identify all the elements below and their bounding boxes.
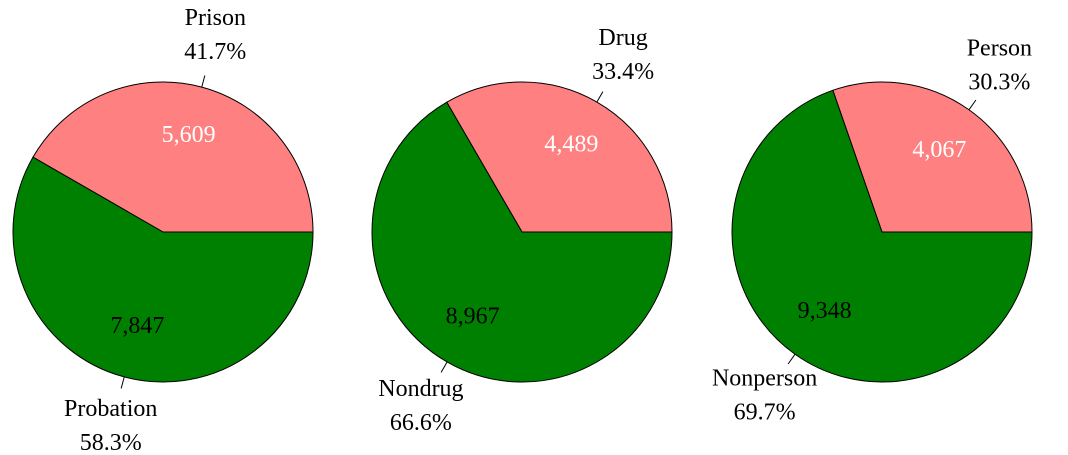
pie-slice <box>446 81 673 233</box>
value-label: 7,847 <box>110 313 164 339</box>
percent-label: 69.7% <box>734 400 796 426</box>
percent-label: 41.7% <box>184 39 246 65</box>
leader-line <box>440 361 448 373</box>
value-label: 5,609 <box>162 122 216 148</box>
percent-label: 58.3% <box>80 430 142 455</box>
leader-line <box>968 99 977 111</box>
value-label: 4,067 <box>912 137 966 163</box>
percent-label: 33.4% <box>592 59 654 85</box>
leader-line <box>120 376 125 389</box>
value-label: 9,348 <box>798 298 852 324</box>
category-label: Probation <box>64 396 157 422</box>
value-label: 4,489 <box>544 132 598 158</box>
category-label: Nonperson <box>712 366 817 392</box>
category-label: Person <box>967 35 1032 61</box>
category-label: Drug <box>598 25 647 51</box>
leader-line <box>787 353 796 365</box>
leader-line <box>596 91 604 103</box>
percent-label: 66.6% <box>390 410 452 436</box>
value-label: 8,967 <box>446 303 500 329</box>
category-label: Prison <box>185 5 246 31</box>
leader-line <box>201 75 206 88</box>
percent-label: 30.3% <box>968 69 1030 95</box>
category-label: Nondrug <box>378 376 463 402</box>
pie-slice <box>731 89 1033 383</box>
pie-slice <box>32 81 314 233</box>
